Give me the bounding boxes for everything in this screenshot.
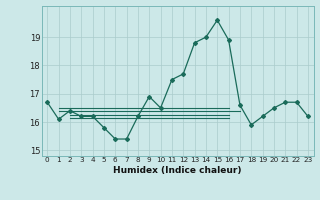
X-axis label: Humidex (Indice chaleur): Humidex (Indice chaleur) [113, 166, 242, 175]
